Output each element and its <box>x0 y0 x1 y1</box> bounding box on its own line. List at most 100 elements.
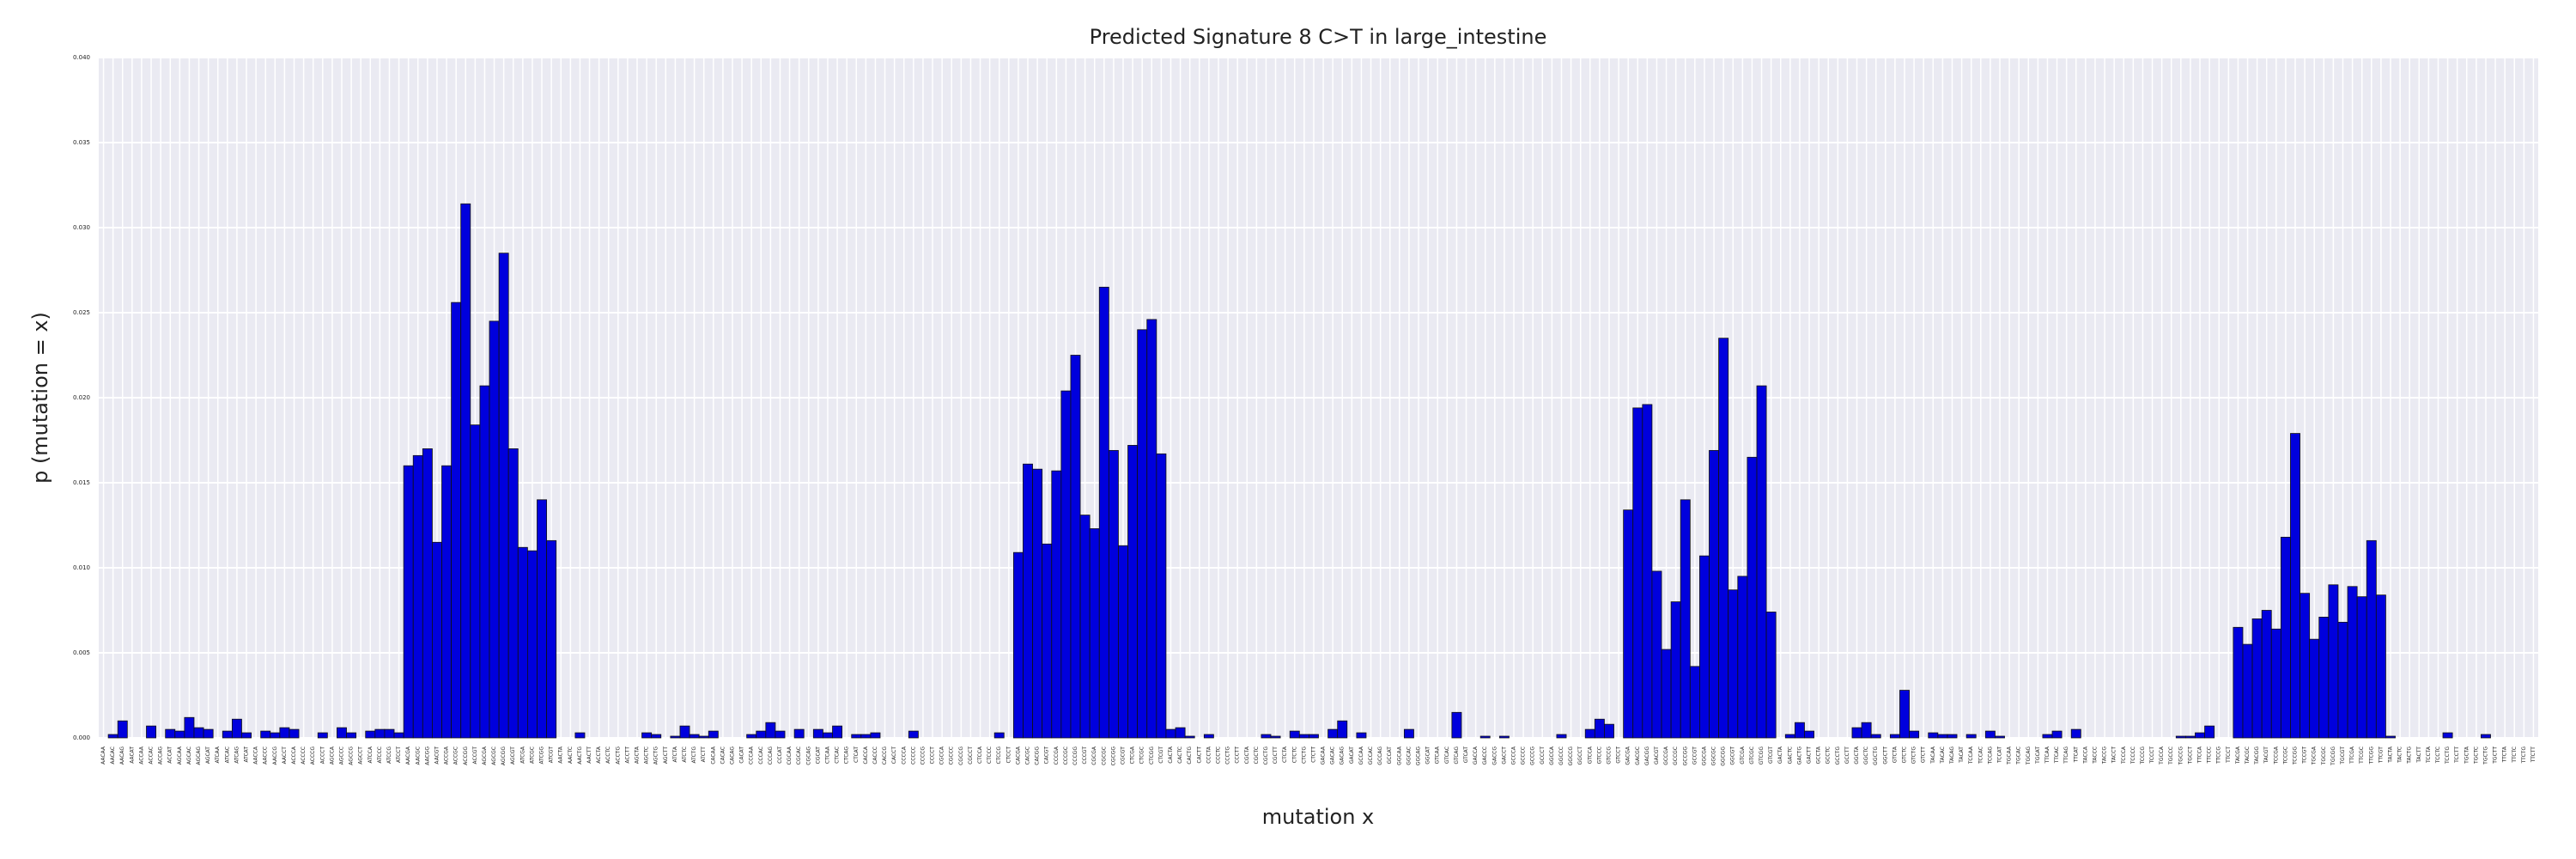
x-tick-label: CGCCT <box>968 746 974 765</box>
x-tick-label: TACGT <box>2263 746 2269 765</box>
bar <box>222 730 233 739</box>
bar <box>470 424 481 739</box>
x-tick-label: TTCTT <box>2530 746 2537 764</box>
bar <box>174 730 185 739</box>
x-tick-label: TTCCC <box>2207 746 2213 764</box>
x-tick-label: ACCCA <box>291 746 297 765</box>
bar <box>2375 594 2386 739</box>
x-tick-label: CCCGA <box>1054 746 1060 765</box>
x-tick-label: CTCGC <box>1139 746 1145 765</box>
x-tick-label: CCCTT <box>1235 746 1241 764</box>
bar <box>489 320 500 739</box>
x-tick-label: GACCT <box>1501 746 1507 765</box>
x-tick-label: CGCTT <box>1273 746 1279 765</box>
x-tick-label: GCCAT <box>1387 746 1393 765</box>
x-tick-label: CTCAT <box>854 746 860 763</box>
bar <box>1146 319 1157 739</box>
bar <box>1137 329 1148 739</box>
x-tick-label: ACCAA <box>138 746 144 765</box>
bar <box>574 732 586 739</box>
x-tick-label: CACTA <box>1168 746 1174 764</box>
x-tick-label: TGCGC <box>2321 746 2327 765</box>
x-tick-label: TGCTG <box>2482 746 2488 765</box>
x-tick-label: GCCTA <box>1816 746 1822 764</box>
x-tick-label: TACAT <box>1959 746 1965 764</box>
x-tick-label: CTCAA <box>824 746 830 764</box>
x-tick-label: TTCGA <box>2349 746 2355 765</box>
bar <box>117 720 128 739</box>
x-tick-label: TACTA <box>2387 746 2393 764</box>
x-tick-label: CGCGC <box>1101 746 1107 765</box>
x-tick-label: CCCAT <box>777 746 783 764</box>
bar <box>1184 735 1195 739</box>
x-tick-label: GACTA <box>1777 746 1783 764</box>
bar <box>517 546 528 739</box>
bar <box>993 732 1005 739</box>
bar <box>441 465 453 739</box>
bar <box>851 734 862 739</box>
x-tick-label: TTCCA <box>2197 746 2203 764</box>
x-tick-label: ACCAT <box>167 746 173 764</box>
bar <box>1309 734 1319 739</box>
bar <box>1947 734 1958 739</box>
x-tick-label: TCCAC <box>1978 746 1984 765</box>
x-tick-label: CACCC <box>872 746 878 765</box>
bar <box>537 499 547 739</box>
bar <box>1156 453 1167 739</box>
x-tick-label: TGCGG <box>2330 746 2336 766</box>
x-tick-label: ACCCG <box>310 746 316 765</box>
x-tick-label: TGCTA <box>2464 746 2470 765</box>
x-tick-label: CACTT <box>1196 746 1202 764</box>
x-tick-label: GGCAG <box>1416 746 1422 765</box>
bar <box>279 727 290 739</box>
x-tick-label: CACCG <box>882 746 888 765</box>
x-tick-label: TTCAT <box>2073 746 2079 764</box>
x-tick-label: TACCA <box>2082 746 2088 765</box>
x-axis-label: mutation x <box>1262 805 1375 829</box>
bar <box>1012 551 1024 739</box>
x-tick-label: ATCCC <box>377 746 383 764</box>
x-tick-label: CGCGG <box>1110 746 1116 766</box>
bar <box>670 735 681 739</box>
bar <box>346 732 357 739</box>
bar <box>2356 596 2367 739</box>
y-tick-label: 0.035 <box>73 139 90 146</box>
x-tick-label: GTCAA <box>1435 746 1441 764</box>
x-tick-label: GGCTT <box>1882 746 1888 765</box>
bar <box>193 727 204 739</box>
x-tick-label: GCCGA <box>1663 746 1669 765</box>
x-tick-label: TGCCC <box>2168 746 2174 765</box>
x-tick-label: CTCCT <box>1005 746 1012 764</box>
bar <box>1032 468 1043 739</box>
x-tick-label: GGCAA <box>1396 746 1402 765</box>
bar <box>1270 735 1281 739</box>
y-tick-label: 0.005 <box>73 649 90 656</box>
x-tick-label: CGCCC <box>949 746 955 765</box>
x-tick-label: CGCAT <box>815 746 821 765</box>
x-tick-label: ATCCA <box>368 746 374 763</box>
x-tick-label: AGCCG <box>349 746 355 765</box>
bar <box>479 385 490 739</box>
bar <box>2318 617 2330 739</box>
x-tick-label: GTCCG <box>1606 746 1612 765</box>
x-tick-label: AACGA <box>405 746 411 765</box>
bar <box>1127 445 1139 739</box>
x-tick-label: TCCGT <box>2302 746 2308 765</box>
x-tick-label: ACCGA <box>444 746 450 765</box>
x-tick-label: ACCGC <box>453 746 459 765</box>
bar <box>2290 433 2300 739</box>
x-tick-label: GGCGT <box>1730 746 1736 765</box>
bar <box>1498 735 1510 739</box>
x-tick-label: GTCCC <box>1596 746 1602 764</box>
bar <box>260 730 271 739</box>
x-tick-label: CCCTA <box>1206 746 1212 764</box>
x-tick-label: TGCTT <box>2493 746 2499 765</box>
x-tick-label: GACCA <box>1473 746 1479 765</box>
x-tick-label: TGCCA <box>2159 746 2165 765</box>
x-tick-label: TGCCG <box>2178 746 2184 766</box>
bar <box>1984 730 1996 739</box>
x-tick-label: TCCAG <box>1987 746 1993 765</box>
x-tick-label: GCCAC <box>1368 746 1374 765</box>
bar <box>270 732 281 739</box>
bar <box>2300 593 2311 739</box>
